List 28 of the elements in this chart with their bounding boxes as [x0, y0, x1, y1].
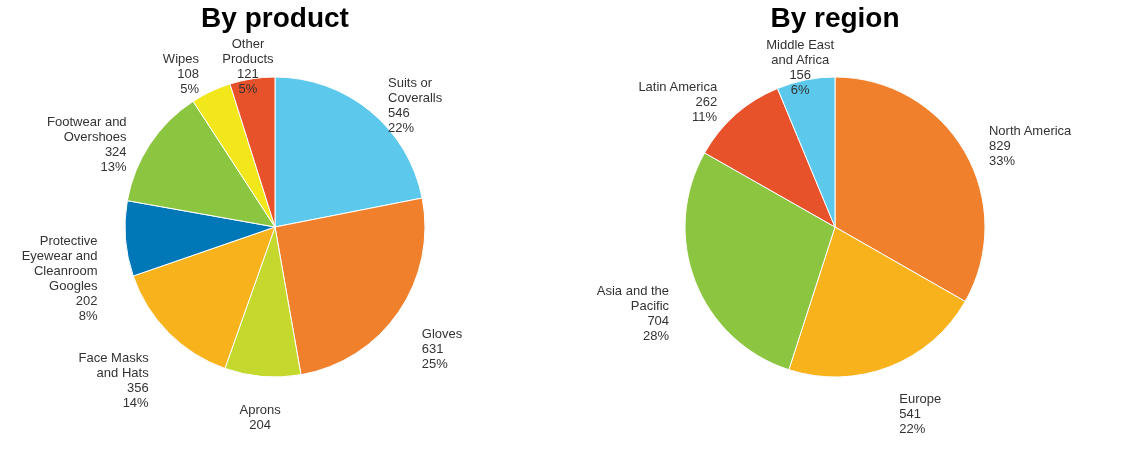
slice-label: Protective Eyewear and Cleanroom Googles	[21, 232, 99, 293]
chart-title: By product	[201, 2, 349, 33]
chart-title: By region	[770, 2, 900, 33]
data-label: 546 22%	[388, 104, 415, 135]
data-label: 356 14%	[122, 380, 150, 411]
data-label: 202 8%	[75, 292, 98, 323]
slice-label: Wipes	[162, 51, 200, 67]
slice-label: Aprons	[239, 402, 282, 418]
data-label: 156 6%	[789, 67, 812, 98]
slice-label: North America	[988, 122, 1073, 138]
data-label: 829 33%	[988, 137, 1016, 168]
data-label: 262 11%	[692, 93, 718, 124]
slice-label: Gloves	[421, 325, 463, 341]
slice-label: Face Masks and Hats	[78, 350, 150, 381]
slice-label: Middle East and Africa	[766, 37, 835, 68]
slice-label: Suits or Coveralls	[388, 74, 443, 105]
slice-label: Latin America	[638, 78, 718, 94]
slice-label: Other Products	[222, 36, 275, 67]
slice-label: Asia and the Pacific	[596, 283, 670, 314]
data-label: 324 13%	[100, 143, 128, 174]
slice-label: Footwear and Overshoes	[47, 113, 128, 144]
data-label: 108 5%	[177, 66, 200, 97]
data-label: 541 22%	[899, 405, 926, 436]
data-label: 704 28%	[643, 313, 670, 344]
slice-label: Europe	[899, 390, 942, 406]
data-label: 121 5%	[237, 66, 259, 97]
data-label: 204	[249, 417, 272, 433]
data-label: 631 25%	[421, 340, 449, 371]
